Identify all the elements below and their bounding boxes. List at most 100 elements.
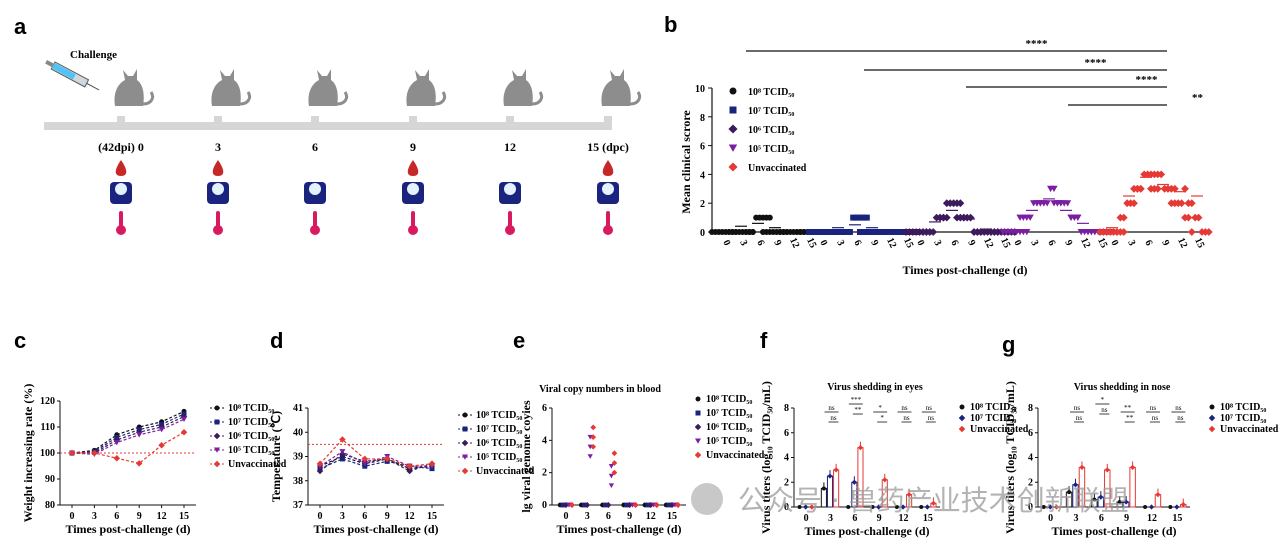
b-point [1119, 213, 1128, 222]
blood-drop-icon [407, 160, 419, 176]
legend-label: 10⁶ TCID₅₀ [476, 438, 522, 449]
timeline-label: (42dpi) 0 [98, 140, 144, 154]
legend-label: Unvaccinated [228, 459, 287, 470]
scale-icon [304, 182, 326, 204]
e-point [666, 502, 672, 508]
y-tick-label: 90 [45, 474, 55, 485]
e-point [605, 502, 612, 508]
x-tick-label: 15 [1172, 513, 1182, 524]
legend-label: 10⁷ TCID₅₀ [228, 417, 274, 428]
y-tick-label: 10 [695, 84, 705, 95]
b-point [829, 229, 836, 235]
y-tick-label: 2 [700, 199, 705, 210]
scale-dial [212, 183, 224, 195]
b-point [884, 229, 891, 235]
x-tick-label: 15 [804, 236, 818, 250]
x-tick-label: 6 [948, 238, 960, 247]
x-tick-label: 15 [179, 511, 189, 522]
y-tick-label: 38 [293, 476, 303, 487]
y-tick-label: 6 [784, 428, 789, 439]
b-point [806, 229, 812, 235]
series-point [158, 427, 165, 433]
y-tick-label: 100 [40, 448, 55, 459]
b-point [860, 229, 867, 235]
y-tick-label: 0 [542, 500, 547, 511]
x-tick-label: 12 [884, 236, 898, 250]
cat-icon [503, 69, 544, 106]
x-tick-label: 12 [1147, 513, 1157, 524]
b-point [860, 214, 867, 221]
b-point [1177, 199, 1186, 208]
e-point [675, 502, 681, 508]
y-tick-label: 2 [784, 477, 789, 488]
e-point [590, 424, 597, 431]
e-point [584, 502, 591, 508]
sig-label: ns [928, 414, 935, 422]
panel-b: b Mean clinical scrore Times post-challe… [664, 12, 1213, 277]
x-tick-label: 0 [804, 513, 809, 524]
y-tick-label: 40 [293, 427, 303, 438]
series-line [319, 458, 433, 470]
series-point [158, 441, 165, 449]
b-point [1074, 214, 1082, 221]
timeline-tick [311, 116, 319, 130]
cat-tail [531, 91, 544, 106]
b-point [1187, 199, 1196, 208]
x-tick-label: 9 [877, 513, 882, 524]
legend-marker [213, 460, 221, 468]
x-tick-label: 3 [931, 238, 943, 247]
b-point [1184, 213, 1193, 222]
bar-point [803, 504, 809, 510]
legend-marker [728, 144, 738, 152]
thermo-stem [508, 211, 512, 228]
b-point [1043, 200, 1051, 207]
x-tick-label: 9 [385, 511, 390, 522]
scale-icon [110, 182, 132, 204]
series-point [68, 449, 76, 457]
b-point [894, 229, 901, 235]
series-point [316, 460, 324, 468]
chart-title: Viral copy numbers in blood [539, 384, 661, 395]
series-point [113, 454, 121, 462]
legend-label: 10⁸ TCID₅₀ [748, 87, 794, 98]
bar-point [1104, 467, 1110, 473]
thermo-bulb [213, 225, 223, 235]
b-group: 0 3 6 9 12 15 [1096, 170, 1213, 250]
y-axis-label: Virus titers (log₁₀ TCID₅₀/mL) [1003, 381, 1017, 534]
e-point [587, 454, 593, 459]
thermo-stem [216, 211, 220, 228]
b-point [863, 214, 870, 221]
b-point [1026, 214, 1034, 221]
sig-label: ** [1126, 414, 1134, 422]
timeline-tick [506, 116, 514, 130]
series-line [319, 450, 432, 467]
timeline-tick [214, 116, 222, 130]
scale-dial [602, 183, 614, 195]
e-point [608, 483, 615, 489]
x-tick-label: 6 [1099, 513, 1104, 524]
legend-marker [694, 423, 702, 431]
x-axis-label: Times post-challenge (d) [556, 522, 681, 536]
panel-d-letter: d [270, 328, 283, 353]
x-tick-label: 15 [1192, 236, 1206, 250]
series-line [72, 416, 185, 454]
thermo-bulb [408, 225, 418, 235]
blood-drop-icon [602, 160, 614, 176]
x-tick-label: 3 [92, 511, 97, 522]
b-point [1170, 184, 1179, 193]
cat-icon [114, 69, 155, 106]
b-point [1113, 228, 1121, 236]
sig-label: * [1101, 396, 1105, 404]
thermometer-icon [310, 211, 320, 235]
bar-point [846, 505, 851, 509]
scale-dial [115, 183, 127, 195]
panel-f-letter: f [760, 328, 768, 353]
b-group: 0 3 6 9 12 15 [999, 185, 1116, 250]
b-point [809, 229, 816, 235]
x-tick-label: 3 [1028, 238, 1040, 247]
x-tick-label: 0 [564, 511, 569, 522]
x-tick-label: 3 [585, 511, 590, 522]
legend-label: 10⁶ TCID₅₀ [748, 125, 794, 136]
scale-icon [402, 182, 424, 204]
